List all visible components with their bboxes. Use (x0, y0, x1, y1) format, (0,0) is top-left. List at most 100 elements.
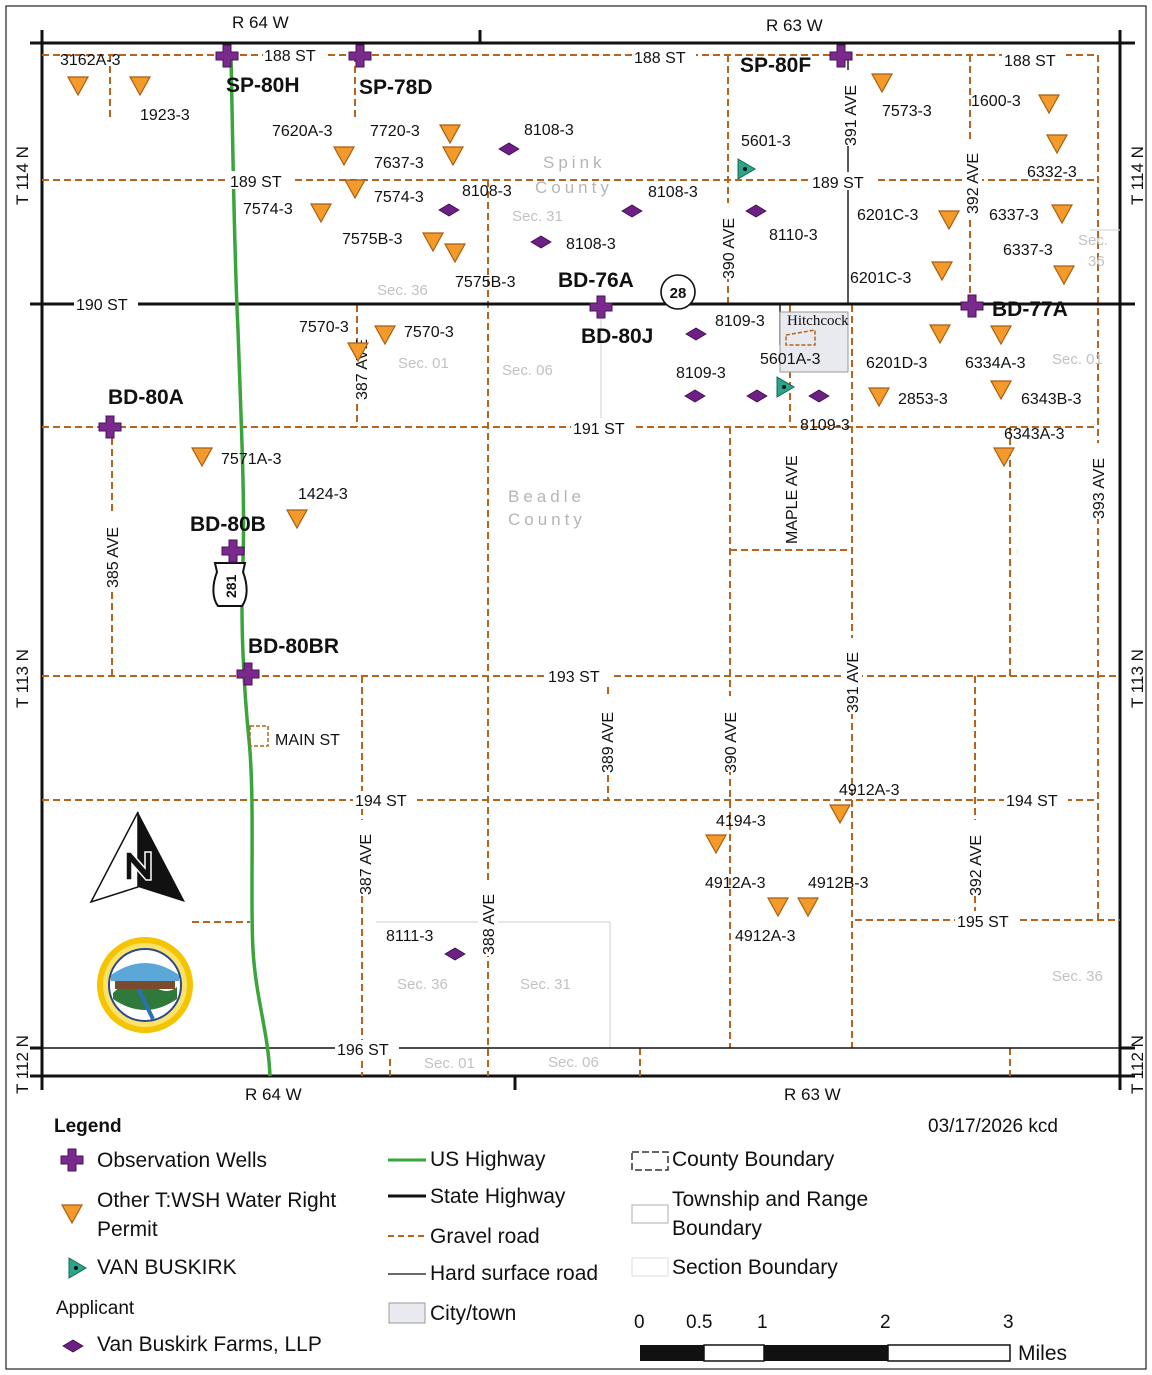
town-main-st (249, 725, 269, 747)
legend-city-town: City/town (430, 1302, 516, 1325)
svg-text:6343B-3: 6343B-3 (1021, 391, 1082, 408)
hard-surface-roads (42, 55, 1120, 1049)
svg-text:BD-80B: BD-80B (190, 513, 266, 536)
svg-text:Sec. 36: Sec. 36 (397, 976, 448, 993)
svg-text:7720-3: 7720-3 (370, 123, 420, 140)
legend-van-buskirk-icon (68, 1257, 87, 1279)
svg-text:4912A-3: 4912A-3 (839, 782, 900, 799)
legend-township-swatch (631, 1204, 669, 1224)
svg-text:0.5: 0.5 (686, 1312, 712, 1333)
township-label-113-right: T 113 N (1128, 649, 1147, 708)
svg-text:Sec. 36: Sec. 36 (1052, 968, 1103, 985)
svg-text:SP-78D: SP-78D (359, 76, 433, 99)
legend-township-line2: Boundary (672, 1217, 762, 1240)
page-border (5, 5, 1147, 1370)
section-labels: Sec. 31 Sec. 36 Sec. 01 Sec. 06 Sec. 01 … (377, 208, 1103, 1072)
svg-text:190 ST: 190 ST (76, 297, 128, 314)
legend-observation-wells: Observation Wells (97, 1149, 267, 1172)
svg-text:189 ST: 189 ST (812, 175, 864, 192)
svg-text:Sec. 31: Sec. 31 (520, 976, 571, 993)
road-labels: 188 ST 188 ST 188 ST 189 ST 189 ST 190 S… (74, 46, 1068, 1059)
svg-text:6337-3: 6337-3 (1003, 242, 1053, 259)
svg-text:8108-3: 8108-3 (648, 184, 698, 201)
svg-text:MAIN ST: MAIN ST (275, 732, 340, 749)
us-highway-number: 281 (223, 574, 239, 598)
svg-text:188 ST: 188 ST (1004, 53, 1056, 70)
range-label-bottom-right: R 63 W (784, 1085, 841, 1104)
svg-text:390 AVE: 390 AVE (721, 218, 738, 279)
svg-text:188 ST: 188 ST (264, 48, 316, 65)
svg-text:8108-3: 8108-3 (566, 236, 616, 253)
legend-section-swatch (631, 1257, 669, 1277)
svg-text:6334A-3: 6334A-3 (965, 355, 1026, 372)
svg-text:6201C-3: 6201C-3 (857, 207, 918, 224)
svg-text:7570-3: 7570-3 (404, 324, 454, 341)
svg-text:Sec. 31: Sec. 31 (512, 208, 563, 225)
range-label-top-right: R 63 W (766, 16, 823, 35)
svg-text:393 AVE: 393 AVE (1091, 458, 1108, 519)
legend-township-line1: Township and Range (672, 1188, 868, 1211)
svg-text:191 ST: 191 ST (573, 421, 625, 438)
svg-text:0: 0 (634, 1312, 645, 1333)
svg-text:1600-3: 1600-3 (971, 93, 1021, 110)
legend-applicant-icon (62, 1339, 84, 1353)
svg-text:1923-3: 1923-3 (140, 107, 190, 124)
svg-text:6343A-3: 6343A-3 (1004, 426, 1065, 443)
north-arrow-icon (89, 811, 185, 904)
svg-text:MAPLE AVE: MAPLE AVE (784, 455, 801, 544)
svg-text:SP-80H: SP-80H (226, 74, 300, 97)
svg-text:5601A-3: 5601A-3 (760, 351, 821, 368)
legend-permit-icon (61, 1204, 83, 1224)
map-date: 03/17/2026 kcd (928, 1116, 1058, 1137)
legend-van-buskirk: VAN BUSKIRK (97, 1256, 237, 1279)
svg-text:7574-3: 7574-3 (243, 201, 293, 218)
legend-section-boundary: Section Boundary (672, 1256, 838, 1279)
township-label-112-right: T 112 N (1128, 1035, 1147, 1094)
svg-text:391 AVE: 391 AVE (843, 85, 860, 146)
svg-text:8110-3: 8110-3 (769, 227, 818, 244)
section-label-sec-right: Sec. (1078, 232, 1108, 249)
map-frame (30, 30, 1135, 1090)
svg-text:7637-3: 7637-3 (374, 155, 424, 172)
legend-permit-line1: Other T:WSH Water Right (97, 1189, 336, 1212)
svg-text:3162A-3: 3162A-3 (60, 52, 121, 69)
town-label: Hitchcock (787, 313, 849, 329)
county-label-spink-2: County (535, 178, 613, 197)
avenue-labels: 385 AVE 387 AVE 387 AVE 388 AVE 389 AVE … (102, 70, 1108, 956)
svg-text:388 AVE: 388 AVE (481, 894, 498, 955)
svg-text:6332-3: 6332-3 (1027, 164, 1077, 181)
svg-text:1: 1 (757, 1312, 768, 1333)
legend-permit-line2: Permit (97, 1218, 158, 1241)
svg-text:4912A-3: 4912A-3 (705, 875, 766, 892)
svg-text:7620A-3: 7620A-3 (272, 123, 333, 140)
svg-text:BD-76A: BD-76A (558, 269, 634, 292)
legend: Legend 03/17/2026 kcd Observation Wells … (54, 1116, 1067, 1365)
svg-text:BD-80J: BD-80J (581, 325, 653, 348)
svg-text:BD-80BR: BD-80BR (248, 635, 339, 658)
svg-text:391 AVE: 391 AVE (845, 652, 862, 713)
us-highway-281 (229, 54, 272, 1077)
svg-text:2: 2 (880, 1312, 891, 1333)
svg-text:387 AVE: 387 AVE (358, 834, 375, 895)
legend-city-swatch (388, 1302, 426, 1324)
town-hitchcock: Hitchcock (779, 311, 849, 373)
svg-text:6201C-3: 6201C-3 (850, 270, 911, 287)
county-label-beadle-1: Beadle (508, 487, 585, 506)
svg-text:188 ST: 188 ST (634, 50, 686, 67)
svg-text:Miles: Miles (1018, 1342, 1067, 1365)
svg-text:Sec. 01: Sec. 01 (1052, 351, 1103, 368)
svg-text:4912B-3: 4912B-3 (808, 875, 869, 892)
svg-text:195 ST: 195 ST (957, 914, 1009, 931)
legend-county-boundary: County Boundary (672, 1148, 835, 1171)
svg-text:193 ST: 193 ST (548, 669, 600, 686)
svg-text:8108-3: 8108-3 (462, 183, 512, 200)
svg-text:Sec. 06: Sec. 06 (548, 1054, 599, 1071)
svg-text:7575B-3: 7575B-3 (342, 231, 403, 248)
svg-text:390 AVE: 390 AVE (723, 712, 740, 773)
county-label-beadle-2: County (508, 510, 586, 529)
svg-text:Sec. 36: Sec. 36 (377, 282, 428, 299)
svg-text:196 ST: 196 ST (337, 1042, 389, 1059)
svg-text:8109-3: 8109-3 (800, 417, 850, 434)
well-labels: SP-80H SP-78D SP-80F BD-76A BD-80J BD-77… (108, 54, 1068, 658)
scale-bar: 0 0.5 1 2 3 Miles (634, 1312, 1067, 1365)
